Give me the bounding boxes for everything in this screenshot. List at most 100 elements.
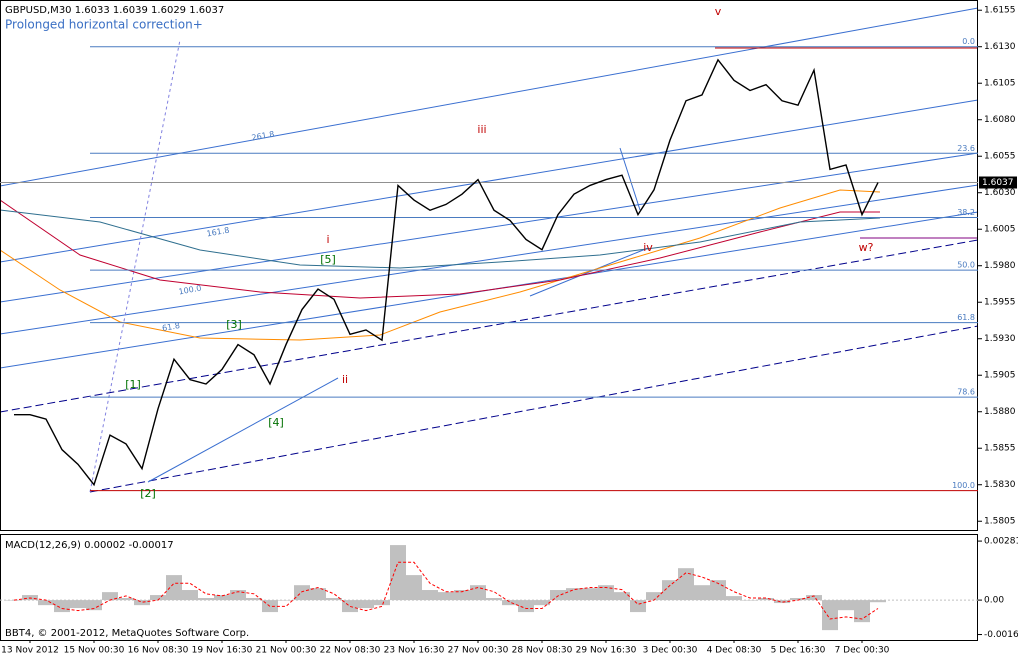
moving-average	[0, 199, 880, 299]
x-tick-label: 15 Nov 00:30	[64, 646, 125, 656]
y-tick-label: 1.6155	[984, 6, 1016, 16]
trend-line	[619, 147, 641, 211]
fib-label: 61.8	[957, 313, 975, 322]
macd-bar	[454, 590, 470, 601]
macd-bar	[790, 598, 806, 601]
subtitle: Prolonged horizontal correction+	[5, 18, 203, 32]
wave-label: 261.8	[251, 130, 275, 143]
macd-bar	[342, 600, 358, 613]
macd-y-tick-label: -0.00164	[984, 630, 1018, 640]
y-tick-label: 1.5980	[984, 261, 1016, 271]
wave-label: 161.8	[206, 226, 230, 239]
y-tick-label: 1.6080	[984, 115, 1016, 125]
price-line	[14, 58, 879, 487]
channel-line	[0, 7, 979, 187]
y-tick-label: 1.5930	[984, 334, 1016, 344]
macd-label: MACD(12,26,9) 0.00002 -0.00017	[5, 540, 174, 551]
x-tick-label: 3 Dec 00:30	[643, 646, 698, 656]
dashed-channel	[0, 239, 979, 413]
macd-bar	[294, 585, 310, 601]
macd-bar	[438, 592, 454, 601]
macd-bar	[534, 600, 550, 606]
macd-bar	[390, 545, 406, 601]
macd-bar	[822, 600, 838, 631]
macd-bar	[214, 595, 230, 601]
x-tick-label: 23 Nov 16:30	[384, 646, 445, 656]
y-tick-label: 1.5855	[984, 444, 1016, 454]
macd-bar	[518, 600, 534, 613]
wave-label: 61.8	[161, 321, 180, 333]
x-tick-label: 7 Dec 00:30	[835, 646, 890, 656]
wave-label: [5]	[320, 253, 336, 266]
y-tick-label: 1.6030	[984, 188, 1016, 198]
macd-bar	[662, 580, 678, 601]
x-tick-label: 22 Nov 08:30	[320, 646, 381, 656]
macd-bar	[102, 592, 118, 601]
moving-average	[0, 209, 881, 269]
y-tick-label: 1.5830	[984, 480, 1016, 490]
wave-label: i	[326, 233, 329, 246]
channel-line	[0, 99, 979, 263]
macd-bar	[38, 600, 54, 606]
y-tick-label: 1.6130	[984, 42, 1016, 52]
wave-label: [4]	[268, 416, 284, 429]
macd-bar	[374, 600, 390, 606]
fib-label: 100.0	[952, 481, 975, 490]
wave-label: v	[715, 5, 722, 18]
y-tick-label: 1.6005	[984, 225, 1016, 235]
x-tick-label: 28 Nov 08:30	[512, 646, 573, 656]
x-tick-label: 4 Dec 08:30	[707, 646, 762, 656]
macd-bar	[726, 596, 742, 601]
wave-label: w?	[859, 241, 874, 254]
last-price-label: 1.6037	[982, 178, 1014, 188]
macd-bar	[198, 598, 214, 601]
wave-label: iv	[643, 241, 653, 254]
macd-bar	[6, 600, 22, 601]
symbol-header: GBPUSD,M30 1.6033 1.6039 1.6029 1.6037	[5, 5, 224, 16]
x-tick-label: 27 Nov 00:30	[448, 646, 509, 656]
fib-label: 78.6	[957, 388, 975, 397]
wave-label: ii	[342, 373, 348, 386]
macd-bar	[86, 600, 102, 611]
fib-label: 23.6	[957, 144, 975, 153]
macd-bar	[278, 600, 294, 601]
macd-bar	[70, 600, 86, 609]
wave-label: [1]	[125, 378, 141, 391]
macd-bar	[582, 588, 598, 601]
y-tick-label: 1.6055	[984, 152, 1016, 162]
x-tick-label: 5 Dec 16:30	[771, 646, 826, 656]
x-tick-label: 29 Nov 16:30	[576, 646, 637, 656]
macd-bar	[838, 600, 854, 611]
channel-line	[0, 152, 979, 303]
macd-bar	[310, 588, 326, 601]
footer: BBT4, © 2001-2012, MetaQuotes Software C…	[5, 628, 249, 639]
wave-label: 100.0	[178, 284, 202, 297]
macd-bar	[758, 598, 774, 601]
y-tick-label: 1.5880	[984, 407, 1016, 417]
macd-bar	[774, 600, 790, 604]
macd-y-tick-label: 0.00	[984, 596, 1004, 606]
channel-line	[0, 184, 979, 335]
dotted-line	[89, 39, 181, 493]
wave-label: [2]	[140, 487, 156, 500]
main-panel-border	[0, 0, 978, 531]
macd-bar	[134, 600, 150, 606]
macd-bar	[598, 585, 614, 601]
macd-bar	[246, 598, 262, 601]
trend-line	[147, 377, 339, 483]
y-tick-label: 1.6105	[984, 79, 1016, 89]
macd-bar	[326, 598, 342, 601]
macd-bar	[486, 598, 502, 601]
macd-bar	[566, 588, 582, 601]
macd-bar	[870, 600, 886, 603]
macd-bar	[502, 600, 518, 606]
macd-bar	[406, 575, 422, 601]
moving-average	[0, 189, 881, 341]
drawing-objects	[0, 7, 979, 493]
macd-bar	[742, 600, 758, 601]
macd-bar	[806, 595, 822, 601]
macd-bar	[166, 575, 182, 601]
y-tick-label: 1.5905	[984, 371, 1016, 381]
macd-bar	[614, 592, 630, 601]
wave-label: iii	[477, 123, 486, 136]
